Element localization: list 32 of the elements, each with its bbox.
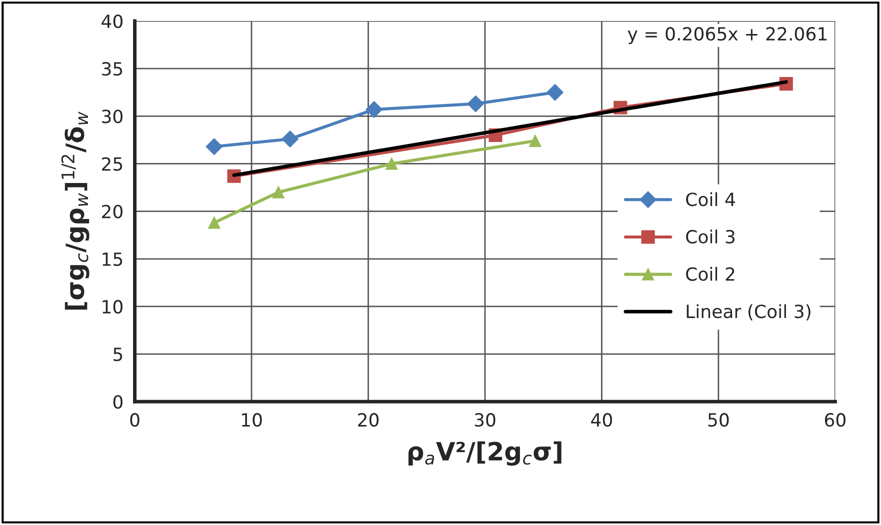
x-tick-label: 10 [242, 413, 262, 427]
y-tick-label: 5 [114, 348, 122, 362]
legend-label: Coil 2 [686, 266, 734, 281]
y-tick-label: 0 [113, 395, 122, 409]
point [272, 186, 284, 198]
point [282, 130, 298, 148]
point [208, 216, 220, 229]
y-tick-label: 10 [102, 300, 122, 314]
point [467, 95, 484, 112]
legend-label: Coil 4 [686, 192, 735, 206]
x-tick-label: 30 [474, 413, 496, 427]
y-tick-label: 35 [102, 62, 122, 76]
y-tick-label: 30 [102, 110, 122, 124]
x-tick-label: 0 [130, 413, 140, 427]
y-tick-label: 40 [102, 14, 122, 28]
legend-label: Coil 3 [686, 230, 735, 244]
point [529, 134, 542, 147]
x-tick-label: 40 [591, 413, 612, 427]
point [546, 84, 564, 101]
point [366, 101, 382, 118]
point [206, 138, 223, 155]
y-tick-label: 15 [102, 252, 122, 266]
x-tick-label: 50 [708, 413, 729, 427]
point [386, 158, 398, 170]
y-axis-title: [σg$_{c}$/gρ$_{w}$]$^{1/2}$/δ$_{w}$ [61, 112, 90, 310]
x-axis-title: ρ$_{a}$V²/[2g$_{c}$σ] [408, 441, 562, 466]
annotation: y = 0.2065x + 22.061 [628, 27, 827, 44]
y-tick-label: 25 [102, 157, 122, 171]
x-tick-label: 20 [358, 413, 379, 427]
legend-label: Linear (Coil 3) [686, 304, 810, 320]
x-tick-label: 60 [824, 413, 846, 427]
y-tick-label: 20 [102, 204, 122, 218]
